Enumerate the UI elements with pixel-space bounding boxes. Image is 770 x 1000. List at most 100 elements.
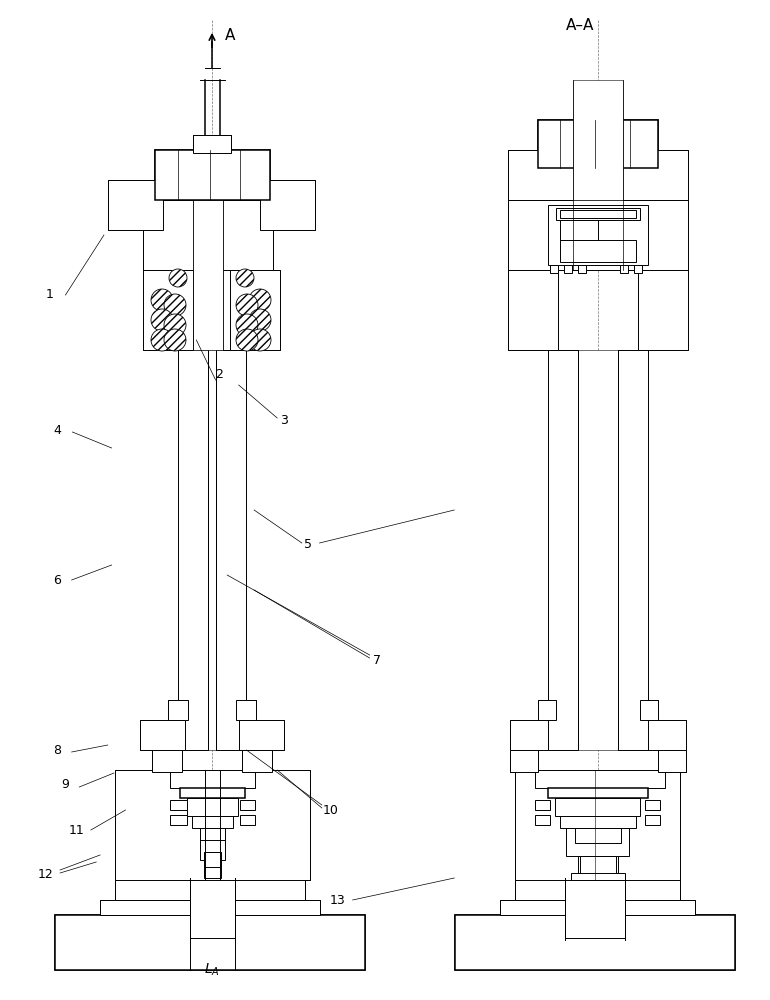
Bar [548,350,578,750]
Circle shape [151,329,173,351]
Bar [240,800,255,810]
Text: 6: 6 [53,574,61,586]
Bar [571,873,625,880]
Bar [200,828,225,860]
Bar [143,200,273,270]
Bar [645,800,660,810]
Bar [556,208,640,220]
Bar [618,150,688,200]
Bar [648,720,686,750]
Bar [192,816,233,828]
Bar [535,770,665,788]
Bar [508,150,578,200]
Circle shape [249,309,271,331]
Bar [578,350,618,750]
Bar [140,720,185,750]
Bar [580,856,616,876]
Bar [618,350,648,750]
Bar [208,350,216,750]
Text: 11: 11 [69,824,85,836]
Bar [515,770,595,880]
Bar [620,265,628,273]
Bar [535,800,550,810]
Bar [515,878,680,900]
Bar [573,80,623,200]
Bar [115,770,205,880]
Bar [170,800,187,810]
Text: 1: 1 [46,288,54,302]
Bar [115,878,305,900]
Bar [575,828,621,843]
Bar [55,915,365,970]
Circle shape [151,309,173,331]
Bar [204,852,221,878]
Bar [205,770,220,880]
Bar [143,270,193,350]
Circle shape [249,329,271,351]
Bar [566,828,629,856]
Bar [510,750,538,772]
Bar [500,900,695,915]
Bar [55,915,365,970]
Bar [216,350,246,750]
Bar [538,120,658,168]
Bar [170,770,255,788]
Bar [564,265,572,273]
Bar [634,265,642,273]
Bar [600,770,680,880]
Bar [578,876,618,880]
Bar [538,700,556,720]
Circle shape [236,329,258,351]
Bar [180,788,245,798]
Circle shape [236,314,258,336]
Bar [155,150,270,200]
Bar [565,878,625,938]
Bar [560,240,636,262]
Text: 8: 8 [53,744,61,756]
Bar [548,350,578,750]
Bar [508,270,558,350]
Bar [200,828,225,840]
Circle shape [249,289,271,311]
Bar [560,210,636,218]
Bar [260,180,315,230]
Bar [204,852,221,867]
Text: 12: 12 [38,868,54,882]
Text: A–A: A–A [566,17,594,32]
Bar [578,856,618,880]
Bar [204,852,221,867]
Bar [178,350,208,750]
Text: 3: 3 [280,414,288,426]
Bar [239,720,284,750]
Bar [535,815,550,825]
Bar [510,720,548,750]
Bar [640,700,658,720]
Bar [508,200,688,270]
Bar [260,180,315,230]
Bar [193,135,231,153]
Text: 5: 5 [304,538,312,552]
Bar [550,265,558,273]
Bar [535,770,665,788]
Bar [193,135,231,153]
Text: 7: 7 [373,654,381,666]
Bar [575,828,621,843]
Bar [168,700,188,720]
Bar [580,856,616,876]
Bar [600,770,680,880]
Bar [645,815,660,825]
Circle shape [164,329,186,351]
Bar [168,700,188,720]
Bar [508,270,558,350]
Bar [115,770,205,880]
Bar [508,200,688,270]
Text: 4: 4 [53,424,61,436]
Bar [240,815,255,825]
Bar [562,222,596,238]
Bar [108,180,163,230]
Bar [578,265,586,273]
Bar [548,205,648,265]
Bar [555,798,640,816]
Bar [566,242,630,260]
Bar [638,270,688,350]
